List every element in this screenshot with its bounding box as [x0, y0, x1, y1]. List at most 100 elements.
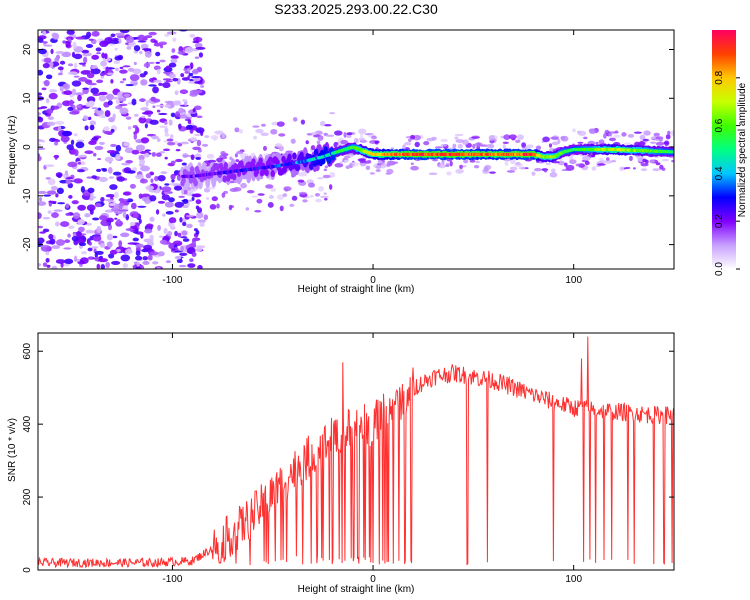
spectrogram-cell	[114, 191, 119, 199]
spectrogram-cell	[111, 260, 121, 265]
spectrogram-cell	[163, 148, 171, 152]
spectrogram-cell	[54, 154, 58, 160]
spectrogram-cell	[551, 141, 559, 146]
spectrogram-cell	[98, 215, 108, 221]
spectrogram-cell	[94, 250, 104, 255]
spectrogram-cell	[173, 101, 182, 106]
spectrogram-cell	[144, 228, 153, 234]
snr-ytick-label: 400	[22, 415, 33, 432]
spectrogram-ytick-label: 0	[22, 144, 33, 150]
spectrogram-ytick-label: 20	[22, 44, 33, 56]
spectrogram-cell	[517, 134, 524, 141]
spectrogram-cell	[535, 145, 542, 151]
spectrogram-cell	[158, 112, 168, 116]
spectrogram-cell	[106, 233, 114, 241]
spectrogram-cell	[89, 235, 94, 241]
spectrogram-cell	[658, 138, 663, 142]
spectrogram-cell	[402, 144, 407, 150]
spectrogram-cell	[54, 57, 59, 63]
spectrogram-cell	[164, 133, 170, 137]
spectrogram-cell	[77, 204, 86, 211]
spectrogram-cell	[132, 167, 138, 172]
spectrogram-cell	[75, 92, 85, 96]
spectrogram-cell	[149, 234, 154, 241]
spectrogram-cell	[86, 72, 95, 79]
spectrogram-cell	[106, 149, 117, 154]
spectrogram-cell	[168, 119, 173, 126]
spectrogram-cell	[613, 134, 621, 139]
spectrogram-cell	[121, 162, 131, 166]
spectrogram-cell	[65, 177, 74, 180]
spectrogram-cell	[258, 157, 263, 165]
spectrogram-cell	[38, 263, 42, 267]
spectrogram-cell	[550, 136, 559, 140]
spectrogram-cell	[559, 158, 563, 162]
spectrogram-cell	[318, 186, 324, 192]
spectrogram-cell	[127, 126, 132, 130]
spectrogram-cell	[122, 78, 127, 81]
spectrogram-cell	[96, 79, 104, 84]
spectrogram-cell	[152, 261, 159, 265]
spectrogram-cell	[127, 67, 135, 72]
spectrogram-cell	[187, 119, 192, 125]
spectrogram-cell	[643, 130, 651, 136]
snr-xlabel: Height of straight line (km)	[298, 584, 415, 595]
spectrogram-cell	[77, 94, 82, 102]
spectrogram-cell	[72, 41, 77, 49]
spectrogram-cell	[255, 128, 264, 134]
spectrogram-cell	[47, 116, 55, 120]
spectrogram-cell	[68, 194, 73, 199]
spectrogram-cell	[431, 136, 437, 141]
spectrogram-cell	[565, 164, 575, 171]
snr-ytick-label: 600	[22, 342, 33, 359]
spectrogram-cell	[115, 105, 122, 110]
spectrogram-cell	[518, 166, 526, 170]
spectrogram-cell	[459, 164, 463, 169]
spectrogram-cell	[380, 163, 386, 169]
spectrogram-cell	[98, 91, 108, 96]
spectrogram-cell	[122, 191, 131, 196]
spectrogram-cell	[104, 110, 111, 117]
spectrogram-cell	[87, 82, 97, 86]
spectrogram-cell	[135, 266, 141, 269]
spectrogram-cell	[139, 73, 146, 78]
spectrogram-cell	[100, 60, 108, 67]
spectrogram-cell	[71, 235, 79, 242]
spectrogram-cell	[323, 123, 332, 127]
spectrogram-cell	[201, 143, 209, 147]
spectrogram-cell	[182, 205, 189, 209]
spectrogram-cell	[47, 210, 52, 214]
spectrogram-cell	[105, 261, 110, 269]
spectrogram-cell	[181, 188, 185, 195]
spectrogram-cell	[358, 128, 367, 135]
spectrogram-cell	[246, 190, 255, 194]
spectrogram-cell	[627, 133, 635, 138]
spectrogram-cell	[434, 146, 443, 149]
spectrogram-cell	[473, 165, 480, 169]
spectrogram-cell	[190, 136, 197, 141]
spectrogram-cell	[639, 134, 646, 140]
spectrogram-cell	[150, 178, 154, 183]
spectrogram-cell	[116, 248, 121, 252]
snr-panel: -100 0 100 0 200 400 600 Height of straight li…	[7, 332, 675, 595]
spectrogram-cell	[49, 238, 56, 245]
spectrogram-cell	[234, 153, 239, 158]
spectrogram-cell	[82, 87, 90, 90]
spectrogram-cell	[270, 128, 278, 135]
spectrogram-cell	[96, 168, 102, 172]
spectrogram-cell	[67, 161, 78, 168]
spectrogram-cell	[455, 139, 463, 143]
spectrogram-cell	[508, 134, 517, 140]
spectrogram-cell	[287, 153, 292, 161]
spectrogram-cell	[640, 168, 648, 172]
spectrogram-cell	[198, 52, 204, 58]
spectrogram-cell	[455, 168, 464, 174]
spectrogram-cell	[671, 150, 674, 154]
spectrogram-cell	[343, 159, 350, 163]
spectrogram-cell	[168, 73, 176, 79]
spectrogram-cell	[45, 251, 50, 256]
spectrogram-cell	[137, 40, 147, 43]
spectrogram-cell	[652, 168, 661, 171]
spectrogram-cell	[78, 77, 88, 82]
spectrogram-cell	[140, 137, 150, 144]
